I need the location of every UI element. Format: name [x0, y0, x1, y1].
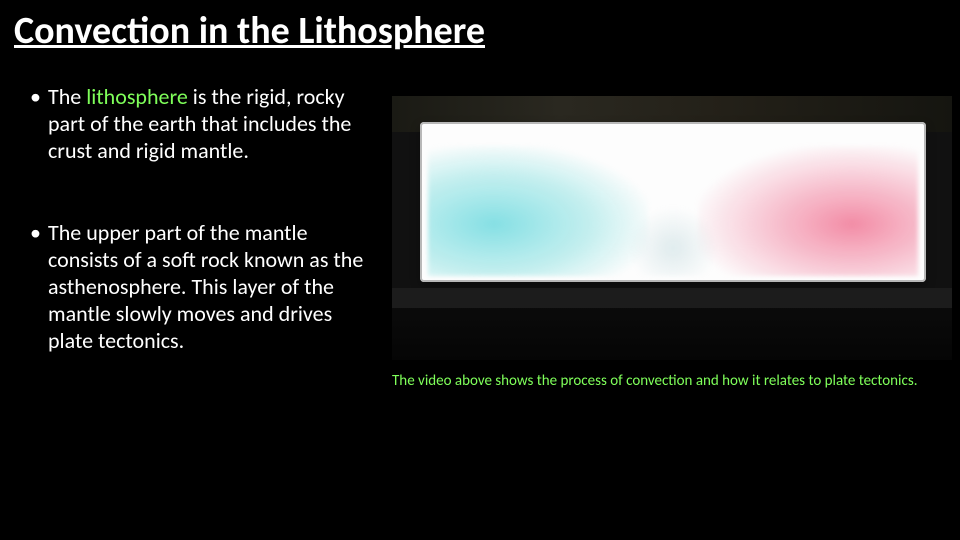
video-caption: The video above shows the process of con…: [392, 372, 950, 391]
video-frame: [392, 96, 952, 360]
list-item: The upper part of the mantle consists of…: [30, 220, 380, 354]
bullet-list: The lithosphere is the rigid, rocky part…: [30, 84, 380, 411]
bullet-keyword: lithosphere: [86, 83, 188, 110]
desk-ledge: [392, 288, 952, 308]
list-item: The lithosphere is the rigid, rocky part…: [30, 84, 380, 164]
page-title: Convection in the Lithosphere: [14, 8, 485, 54]
bullet-pre: The: [48, 83, 86, 110]
video-thumbnail[interactable]: [392, 96, 952, 360]
bullet-post: The upper part of the mantle consists of…: [48, 219, 363, 353]
tank-outline: [420, 122, 926, 282]
convection-tank: [420, 122, 926, 282]
slide: Convection in the Lithosphere The lithos…: [0, 0, 960, 540]
desk-surface: [392, 288, 952, 360]
